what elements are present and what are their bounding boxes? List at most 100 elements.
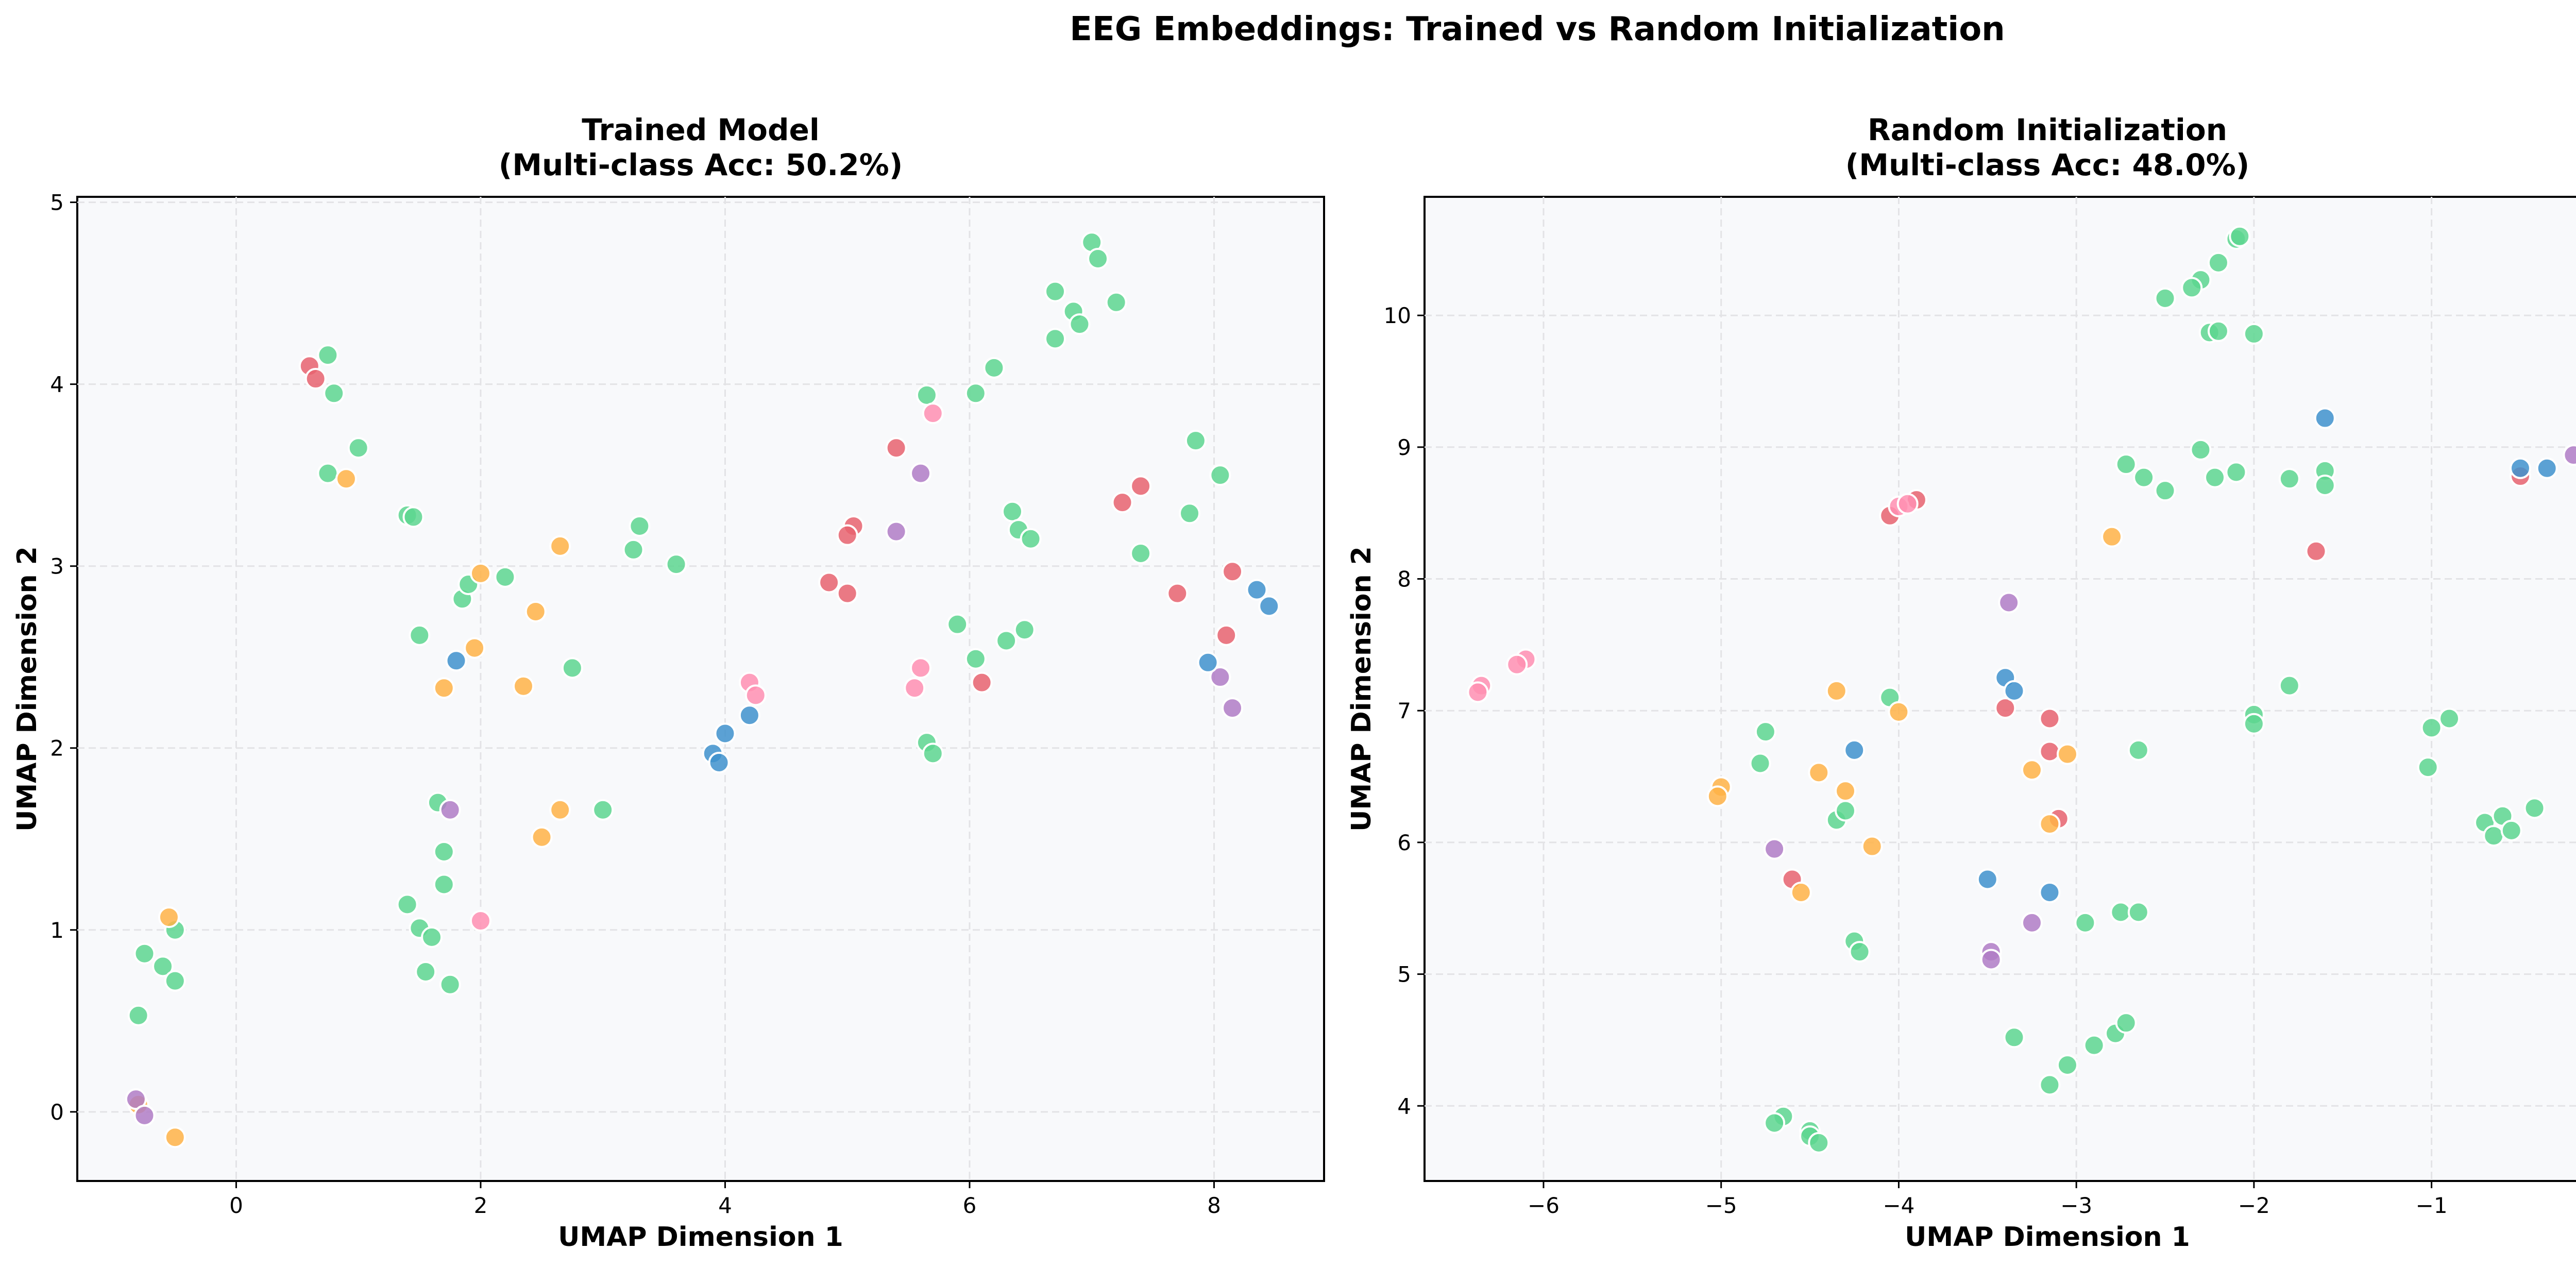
point-control [433, 840, 455, 863]
point-alzheimer [971, 671, 993, 694]
point-control [1087, 248, 1109, 270]
point-control [2225, 461, 2247, 483]
point-vascular-dementia [2039, 882, 2061, 904]
point-vascular-dementia [738, 704, 760, 727]
point-control [2110, 901, 2132, 923]
point-control [995, 630, 1018, 652]
trained-y-tick-label: 0 [50, 1100, 64, 1125]
trained-x-axis-label: UMAP Dimension 1 [558, 1222, 843, 1253]
random-x-tick-label: −2 [2238, 1193, 2270, 1218]
point-control [2133, 466, 2155, 488]
point-mci [512, 675, 534, 697]
point-control [133, 942, 156, 965]
point-frontotemporal-dementia [1506, 653, 1528, 676]
trained-panel-title-line1: Trained Model [582, 112, 819, 147]
point-frontotemporal-dementia [922, 402, 944, 425]
point-control [1209, 464, 1231, 486]
point-alzheimer [1166, 582, 1189, 604]
point-mci [1861, 835, 1883, 857]
point-control [1764, 1112, 1786, 1134]
point-control [402, 506, 425, 528]
point-alzheimer [818, 571, 840, 594]
point-control [1013, 619, 1036, 641]
point-alzheimer [836, 582, 858, 604]
point-control [2154, 287, 2176, 309]
point-mci [549, 799, 571, 821]
point-control [561, 657, 583, 679]
trained-y-tick-label: 2 [50, 736, 64, 761]
point-frontotemporal-dementia [910, 657, 932, 679]
point-control [317, 462, 339, 484]
point-frontotemporal-dementia [904, 677, 926, 699]
trained-y-ticks: 0 1 2 3 4 5 [50, 190, 77, 1125]
random-x-tick-label: −6 [1528, 1193, 1560, 1218]
random-x-ticks: −6−5−4−3−2−10 [1528, 1181, 2448, 1218]
random-y-tick-label: 5 [1397, 962, 1411, 987]
random-x-tick-label: −3 [2060, 1193, 2092, 1218]
point-control [2127, 739, 2149, 761]
point-control [1184, 430, 1207, 452]
point-control [1069, 313, 1091, 335]
point-control [2278, 674, 2300, 697]
point-control [1002, 500, 1023, 522]
point-mci [1888, 701, 1910, 723]
point-control [1808, 1132, 1830, 1154]
point-control [1749, 752, 1771, 774]
point-vascular-dementia [1197, 651, 1219, 673]
random-x-tick-label: −1 [2416, 1193, 2448, 1218]
point-frontotemporal-dementia [1467, 681, 1489, 703]
trained-model-panel: Trained Model (Multi-class Acc: 50.2%) 0… [12, 112, 1325, 1253]
point-control [317, 344, 339, 366]
point-control [409, 624, 431, 646]
point-control [152, 955, 174, 977]
random-y-tick-label: 10 [1384, 303, 1411, 328]
point-control [2229, 225, 2251, 247]
random-y-tick-label: 7 [1397, 698, 1411, 723]
random-panel-title-line2: (Multi-class Acc: 48.0%) [1845, 147, 2249, 182]
point-control [2438, 707, 2461, 730]
point-control [964, 382, 987, 404]
point-control [2523, 797, 2546, 819]
point-mci [158, 906, 180, 929]
point-parkinson [133, 1104, 156, 1126]
point-control [1754, 721, 1776, 743]
point-control [916, 384, 938, 406]
random-y-tick-label: 4 [1397, 1093, 1411, 1119]
point-mci [2101, 526, 2123, 548]
point-control [1044, 280, 1066, 302]
trained-x-tick-label: 4 [718, 1193, 732, 1218]
point-control [1849, 941, 1871, 963]
point-control [2483, 825, 2505, 847]
point-control [2243, 713, 2265, 735]
point-vascular-dementia [2003, 680, 2025, 702]
point-control [396, 893, 418, 916]
trained-x-tick-label: 0 [229, 1193, 243, 1218]
point-mci [2056, 743, 2078, 765]
random-plot-area [1423, 196, 2576, 1182]
point-mci [1790, 882, 1812, 904]
point-alzheimer [2039, 740, 2061, 763]
random-x-tick-label: −4 [1883, 1193, 1914, 1218]
trained-y-tick-label: 1 [50, 918, 64, 943]
random-y-tick-label: 8 [1397, 566, 1411, 592]
point-control [2420, 717, 2443, 739]
point-control [2243, 323, 2265, 345]
point-control [2314, 474, 2336, 496]
point-control [494, 566, 516, 588]
random-panel-title-line1: Random Initialization [1868, 112, 2227, 147]
point-control [2204, 466, 2226, 488]
point-vascular-dementia [2314, 407, 2336, 429]
trained-panel-title-line2: (Multi-class Acc: 50.2%) [499, 147, 903, 182]
point-control [2207, 251, 2229, 274]
point-parkinson [1222, 697, 1244, 719]
point-mci [164, 1126, 186, 1149]
trained-y-tick-label: 4 [50, 372, 64, 397]
point-parkinson [1764, 838, 1786, 860]
point-control [592, 799, 614, 821]
point-mci [1706, 785, 1728, 807]
point-control [1179, 502, 1201, 525]
point-mci [2039, 813, 2061, 835]
point-mci [549, 535, 571, 557]
point-control [439, 973, 461, 995]
trained-grid [77, 197, 1324, 1181]
